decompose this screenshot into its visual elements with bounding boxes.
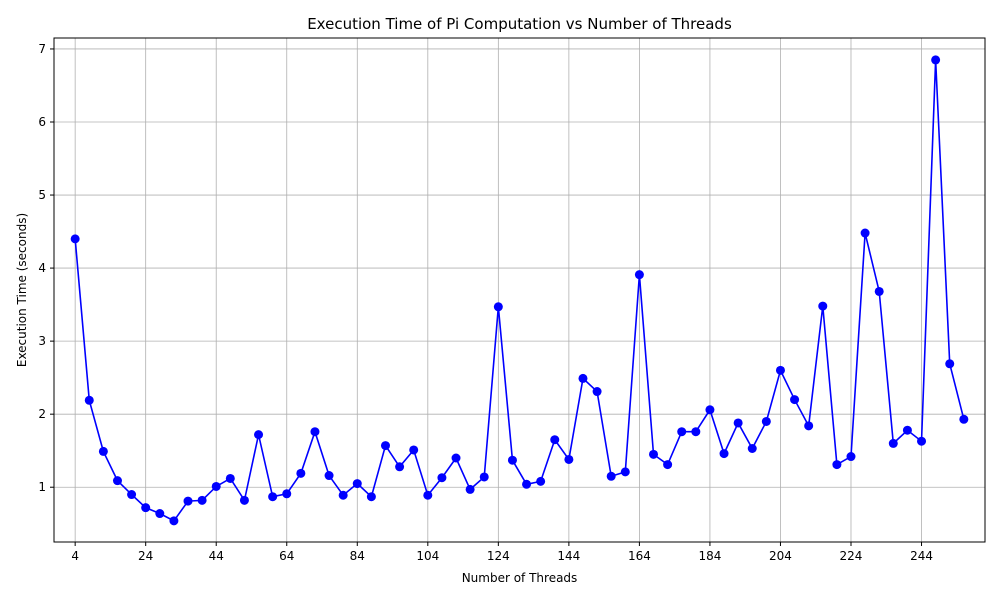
data-point (98, 446, 108, 456)
series-line (74, 59, 965, 522)
data-point (155, 509, 165, 519)
x-axis-label: Number of Threads (462, 571, 578, 585)
data-point (917, 436, 927, 446)
data-point (606, 471, 616, 481)
data-point (522, 479, 532, 489)
data-point (691, 427, 701, 437)
data-point (790, 395, 800, 405)
data-point (112, 476, 122, 486)
x-tick-label: 24 (138, 549, 153, 563)
data-point (804, 421, 814, 431)
data-point (705, 405, 715, 415)
data-point (395, 462, 405, 472)
data-point (902, 425, 912, 435)
data-point (747, 444, 757, 454)
x-tick-label: 244 (910, 549, 933, 563)
data-point (423, 490, 433, 500)
data-point (860, 228, 870, 238)
data-point (324, 471, 334, 481)
data-point (282, 489, 292, 499)
x-axis: 4 24 44 64 84 104 124 144 164 184 204 224 244 (71, 542, 933, 563)
x-tick-label: 164 (628, 549, 651, 563)
data-point (719, 449, 729, 459)
y-tick-label: 1 (38, 480, 46, 494)
data-point (733, 418, 743, 428)
y-axis-label: Execution Time (seconds) (15, 213, 29, 367)
x-tick-label: 184 (698, 549, 721, 563)
data-point (268, 492, 278, 502)
data-point (254, 430, 264, 440)
y-axis: 1 2 3 4 5 6 7 (38, 42, 54, 494)
chart-title: Execution Time of Pi Computation vs Numb… (307, 15, 732, 33)
series (70, 55, 969, 526)
data-point (634, 270, 644, 280)
x-tick-label: 124 (487, 549, 510, 563)
data-point (183, 496, 193, 506)
x-tick-label: 204 (769, 549, 792, 563)
data-point (310, 427, 320, 437)
y-tick-label: 4 (38, 261, 46, 275)
data-point (663, 460, 673, 470)
data-point (578, 373, 588, 383)
x-tick-label: 44 (209, 549, 224, 563)
data-point (888, 438, 898, 448)
x-tick-label: 144 (557, 549, 580, 563)
data-point (296, 468, 306, 478)
data-point (380, 441, 390, 451)
data-point (874, 286, 884, 296)
data-point (437, 473, 447, 483)
data-point (352, 479, 362, 489)
data-point (677, 427, 687, 437)
y-tick-label: 2 (38, 407, 46, 421)
data-point (564, 454, 574, 464)
data-point (169, 516, 179, 526)
data-point (846, 452, 856, 462)
grid (54, 38, 985, 542)
x-tick-label: 104 (416, 549, 439, 563)
data-point (550, 435, 560, 445)
data-point (197, 495, 207, 505)
data-point (945, 359, 955, 369)
data-point (761, 416, 771, 426)
data-point (70, 234, 80, 244)
data-point (141, 503, 151, 513)
data-point (211, 481, 221, 491)
data-point (536, 476, 546, 486)
data-point (409, 445, 419, 455)
y-tick-label: 3 (38, 334, 46, 348)
data-point (338, 490, 348, 500)
data-point (465, 484, 475, 494)
data-point (832, 460, 842, 470)
data-point (649, 449, 659, 459)
data-point (620, 467, 630, 477)
plot-frame (53, 37, 986, 543)
data-point (84, 395, 94, 405)
data-point (507, 455, 517, 465)
data-point (931, 55, 941, 65)
data-point (479, 472, 489, 482)
data-point (959, 414, 969, 424)
data-point (366, 492, 376, 502)
data-point (239, 495, 249, 505)
y-tick-label: 6 (38, 115, 46, 129)
data-point (451, 453, 461, 463)
x-tick-label: 64 (279, 549, 294, 563)
x-tick-label: 84 (350, 549, 365, 563)
data-point (592, 387, 602, 397)
x-tick-label: 4 (71, 549, 79, 563)
data-point (493, 302, 503, 312)
y-tick-label: 7 (38, 42, 46, 56)
data-point (818, 301, 828, 311)
y-tick-label: 5 (38, 188, 46, 202)
x-tick-label: 224 (840, 549, 863, 563)
data-point (775, 365, 785, 375)
data-point (225, 473, 235, 483)
data-point (127, 490, 137, 500)
